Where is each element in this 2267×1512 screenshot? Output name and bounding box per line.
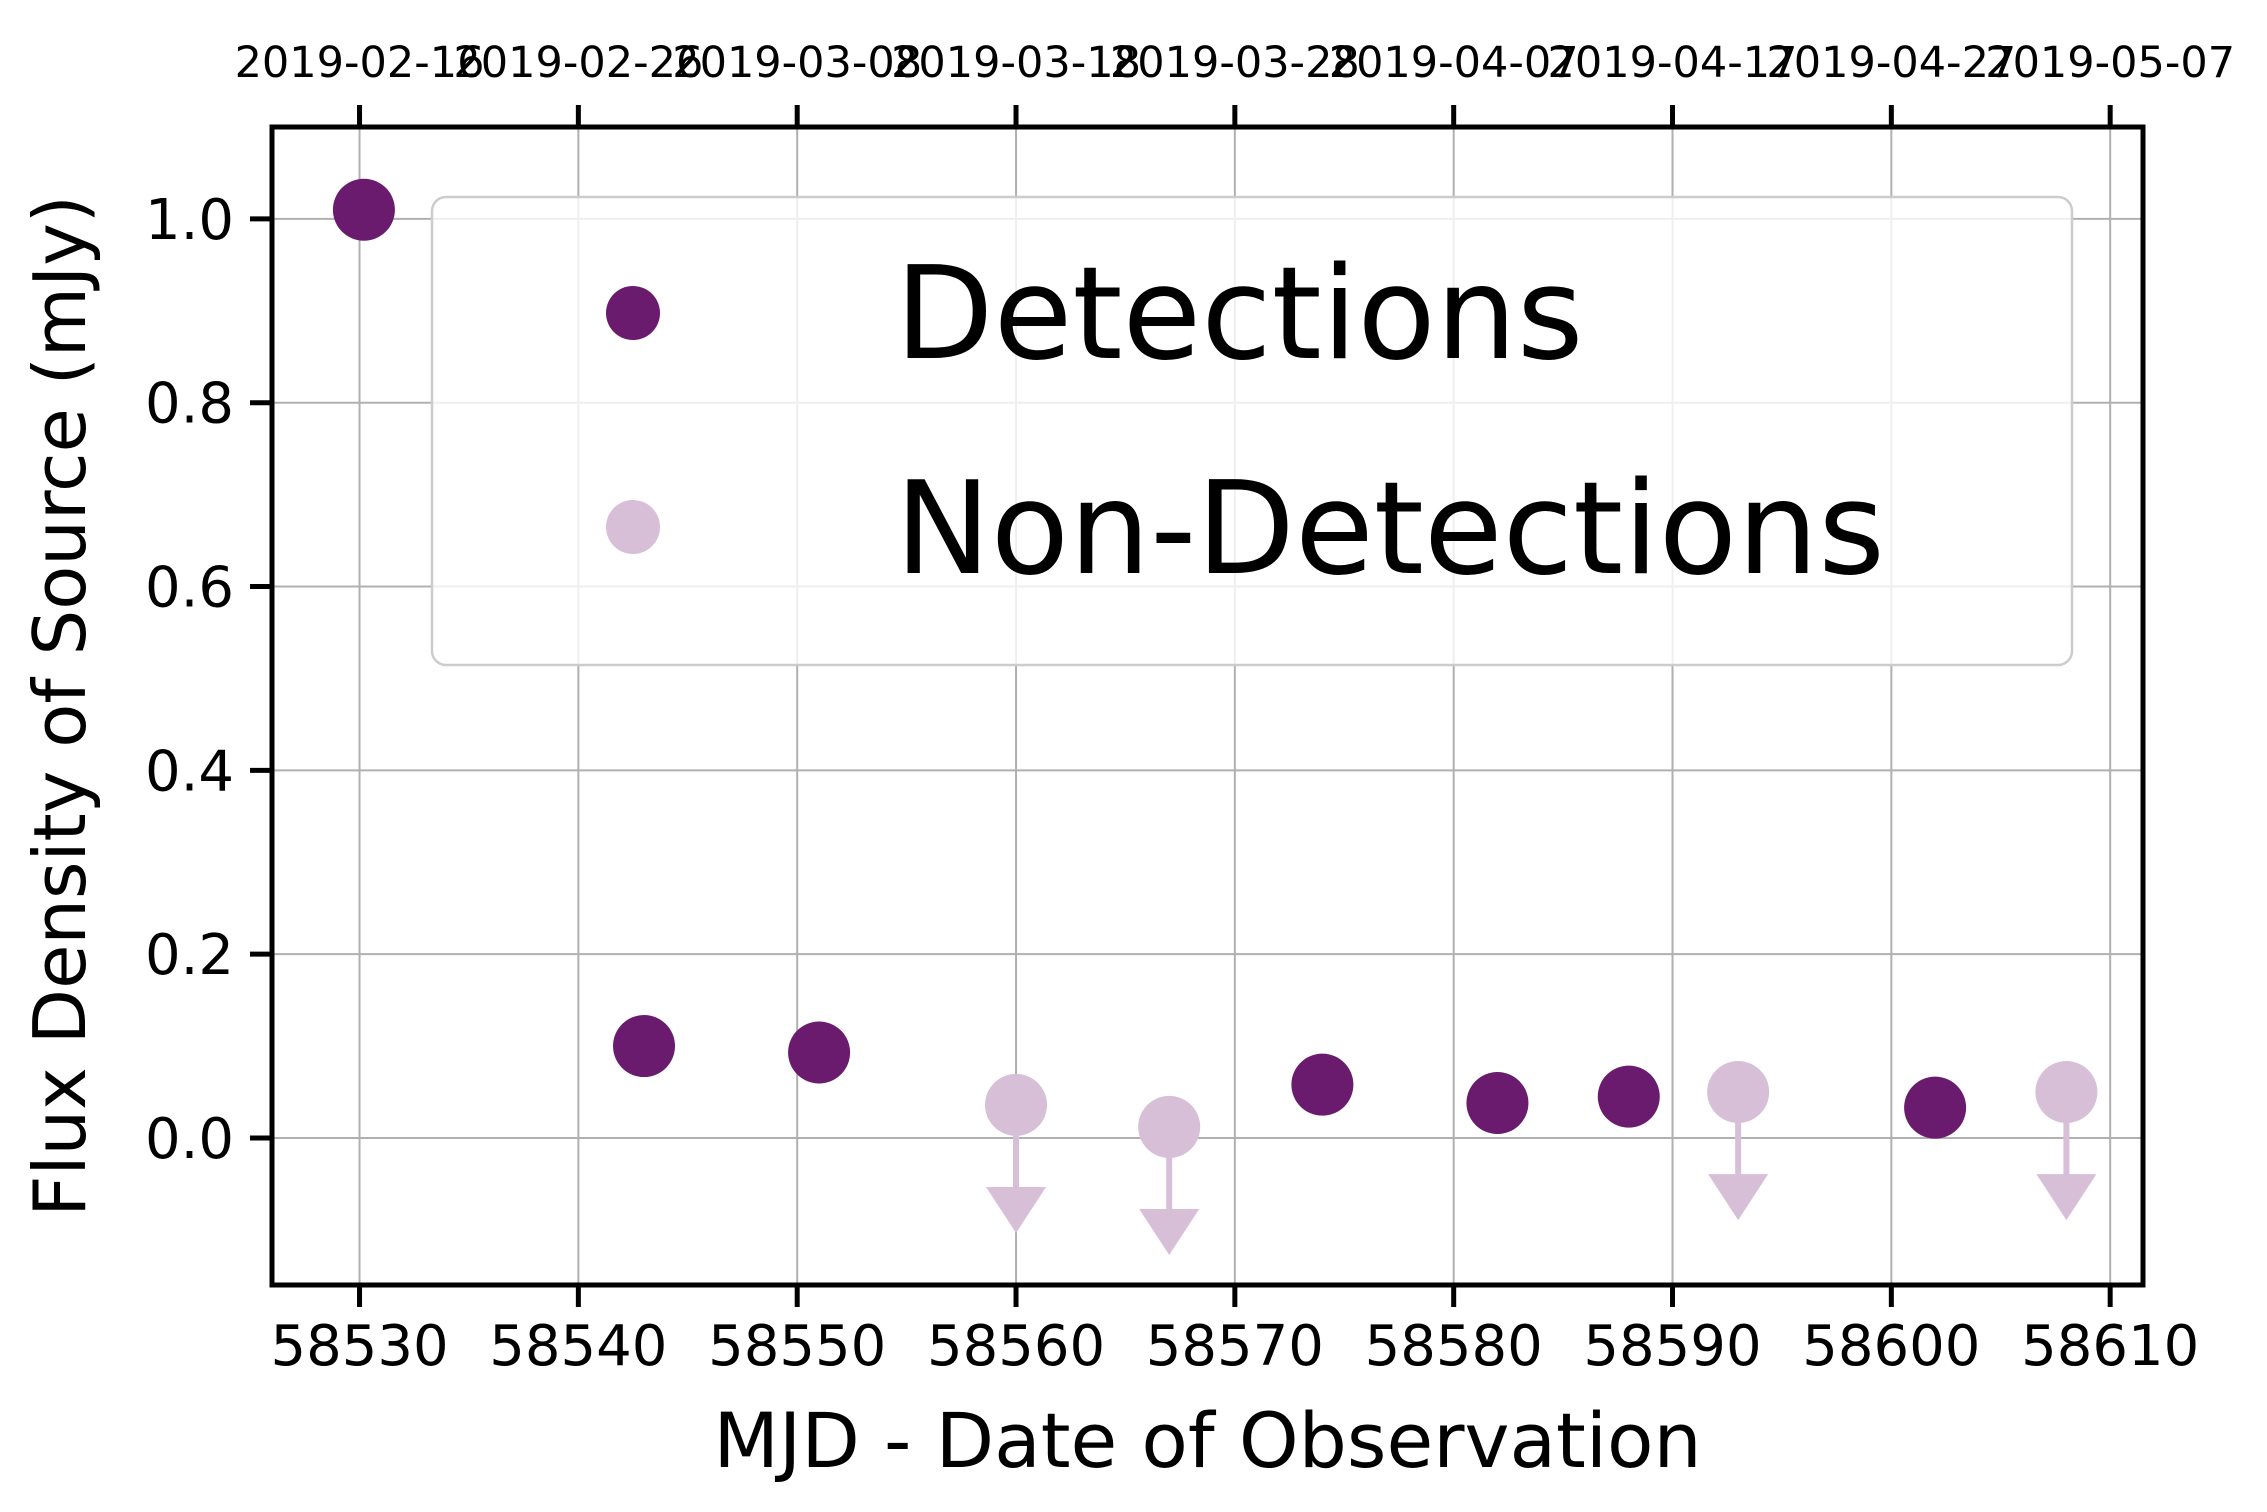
y-tick-label: 0.4: [145, 739, 234, 804]
detection-point: [788, 1021, 851, 1084]
upper-limit-arrow-head: [1708, 1174, 1769, 1221]
non-detection-point: [2035, 1061, 2098, 1123]
x-tick-label: 58530: [270, 1314, 448, 1379]
plot-frame: [269, 124, 2146, 1288]
x-tick-label: 58600: [1802, 1314, 1980, 1379]
top-date-label: 2019-04-27: [1766, 38, 2016, 88]
x-axis-label: MJD - Date of Observation: [713, 1396, 1701, 1485]
x-tick-label: 58610: [2021, 1314, 2199, 1379]
top-date-label: 2019-03-28: [1110, 38, 1360, 88]
x-tick-label: 58590: [1583, 1314, 1761, 1379]
x-tick-label: 58560: [927, 1314, 1105, 1379]
y-axis-label: Flux Density of Source (mJy): [18, 195, 102, 1217]
detection-point: [1466, 1072, 1529, 1135]
y-tick-label: 0.0: [145, 1107, 234, 1172]
y-tick-label: 0.2: [145, 923, 234, 988]
top-date-label: 2019-02-16: [235, 38, 485, 88]
x-tick-label: 58570: [1146, 1314, 1324, 1379]
axis-ticks: 58530 58540 58550 58560 58570 58580 58590 58600…: [145, 38, 2235, 1379]
upper-limit-arrow-head: [986, 1186, 1047, 1233]
upper-limit-arrow-head: [2036, 1174, 2097, 1221]
legend-box: [430, 195, 2074, 667]
non-detection-point: [1707, 1061, 1770, 1123]
x-tick-label: 58540: [489, 1314, 667, 1379]
y-tick-label: 0.8: [145, 372, 234, 437]
non-detection-point: [1138, 1095, 1201, 1158]
y-tick-label: 1.0: [145, 188, 234, 253]
data-points: [332, 178, 2098, 1255]
non-detection-point: [985, 1073, 1048, 1136]
detection-point: [613, 1015, 676, 1078]
legend-marker-detections: [606, 286, 660, 340]
top-date-label: 2019-05-07: [1985, 38, 2235, 88]
detection-point: [1597, 1065, 1660, 1128]
top-date-label: 2019-03-08: [672, 38, 922, 88]
legend-label-detections: Detections: [895, 240, 1584, 389]
legend-label-non-detections: Non-Detections: [895, 455, 1885, 604]
top-date-label: 2019-04-17: [1548, 38, 1798, 88]
legend: Detections Non-Detections: [430, 195, 2074, 667]
detection-point: [1904, 1076, 1967, 1139]
detection-point: [1291, 1053, 1354, 1116]
upper-limit-arrow-head: [1139, 1208, 1200, 1255]
top-date-label: 2019-04-07: [1329, 38, 1579, 88]
x-tick-label: 58580: [1365, 1314, 1543, 1379]
y-tick-label: 0.6: [145, 556, 234, 621]
top-date-label: 2019-03-18: [891, 38, 1141, 88]
detection-point: [332, 178, 395, 241]
x-tick-label: 58550: [708, 1314, 886, 1379]
legend-marker-non-detections: [606, 500, 660, 554]
top-date-label: 2019-02-26: [453, 38, 703, 88]
